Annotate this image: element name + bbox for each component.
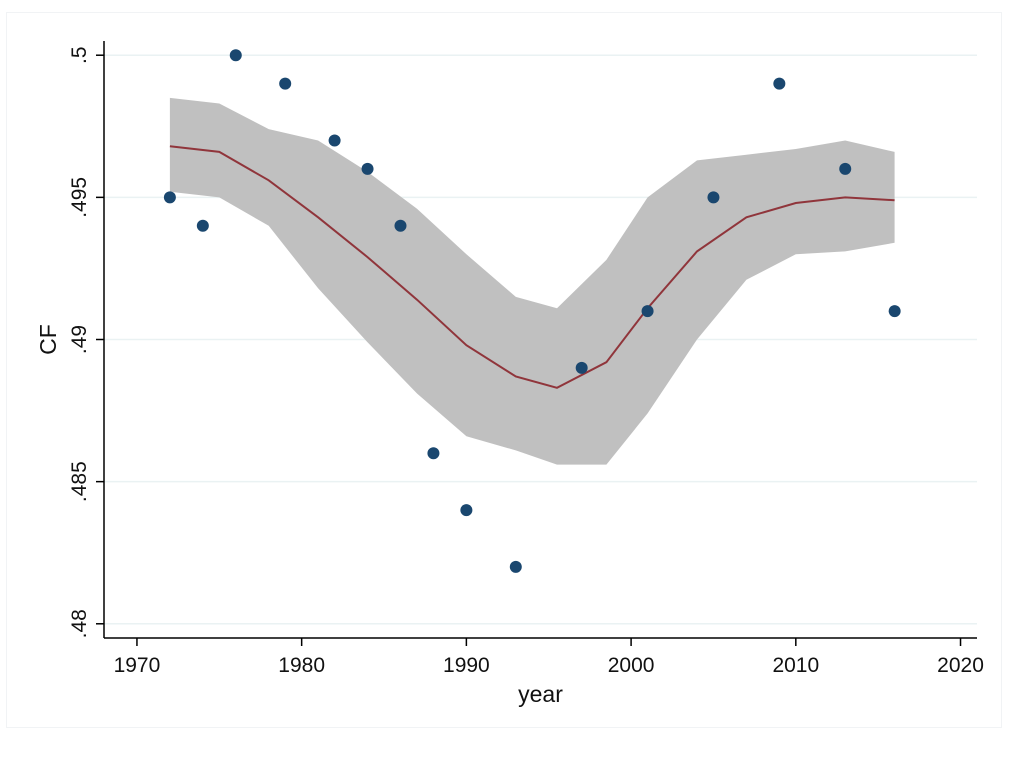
- grid-lines: [104, 54, 977, 625]
- data-point: [839, 162, 852, 175]
- y-tick-label: .49: [68, 325, 91, 354]
- x-tick-label: 2020: [937, 654, 984, 677]
- x-axis-ticks: 1970 1980 1990 2000 2010 2020: [114, 638, 984, 677]
- data-point: [328, 134, 341, 147]
- data-point: [888, 305, 901, 318]
- data-point: [229, 49, 242, 62]
- data-point: [196, 219, 209, 232]
- x-tick-label: 2010: [772, 654, 819, 677]
- data-point: [427, 447, 440, 460]
- data-point: [773, 77, 786, 90]
- y-tick-label: .5: [68, 46, 91, 64]
- y-tick-label: .485: [68, 461, 91, 502]
- x-tick-label: 2000: [608, 654, 655, 677]
- data-point: [509, 560, 522, 573]
- x-tick-label: 1980: [278, 654, 325, 677]
- fit-line: [169, 145, 895, 389]
- data-point: [641, 305, 654, 318]
- data-point: [279, 77, 292, 90]
- data-point: [575, 361, 588, 374]
- confidence-band: [169, 97, 895, 465]
- data-point: [707, 191, 720, 204]
- data-point: [394, 219, 407, 232]
- data-point: [460, 504, 473, 517]
- data-point: [163, 191, 176, 204]
- y-tick-label: .48: [68, 609, 91, 638]
- x-tick-label: 1970: [114, 654, 161, 677]
- scatter-points: [163, 49, 901, 573]
- x-axis-label: year: [518, 681, 563, 707]
- y-axis-ticks: .48 .485 .49 .495 .5: [68, 46, 104, 638]
- y-tick-label: .495: [68, 177, 91, 218]
- data-point: [361, 162, 374, 175]
- y-axis-label: CF: [35, 324, 61, 355]
- x-tick-label: 1990: [443, 654, 490, 677]
